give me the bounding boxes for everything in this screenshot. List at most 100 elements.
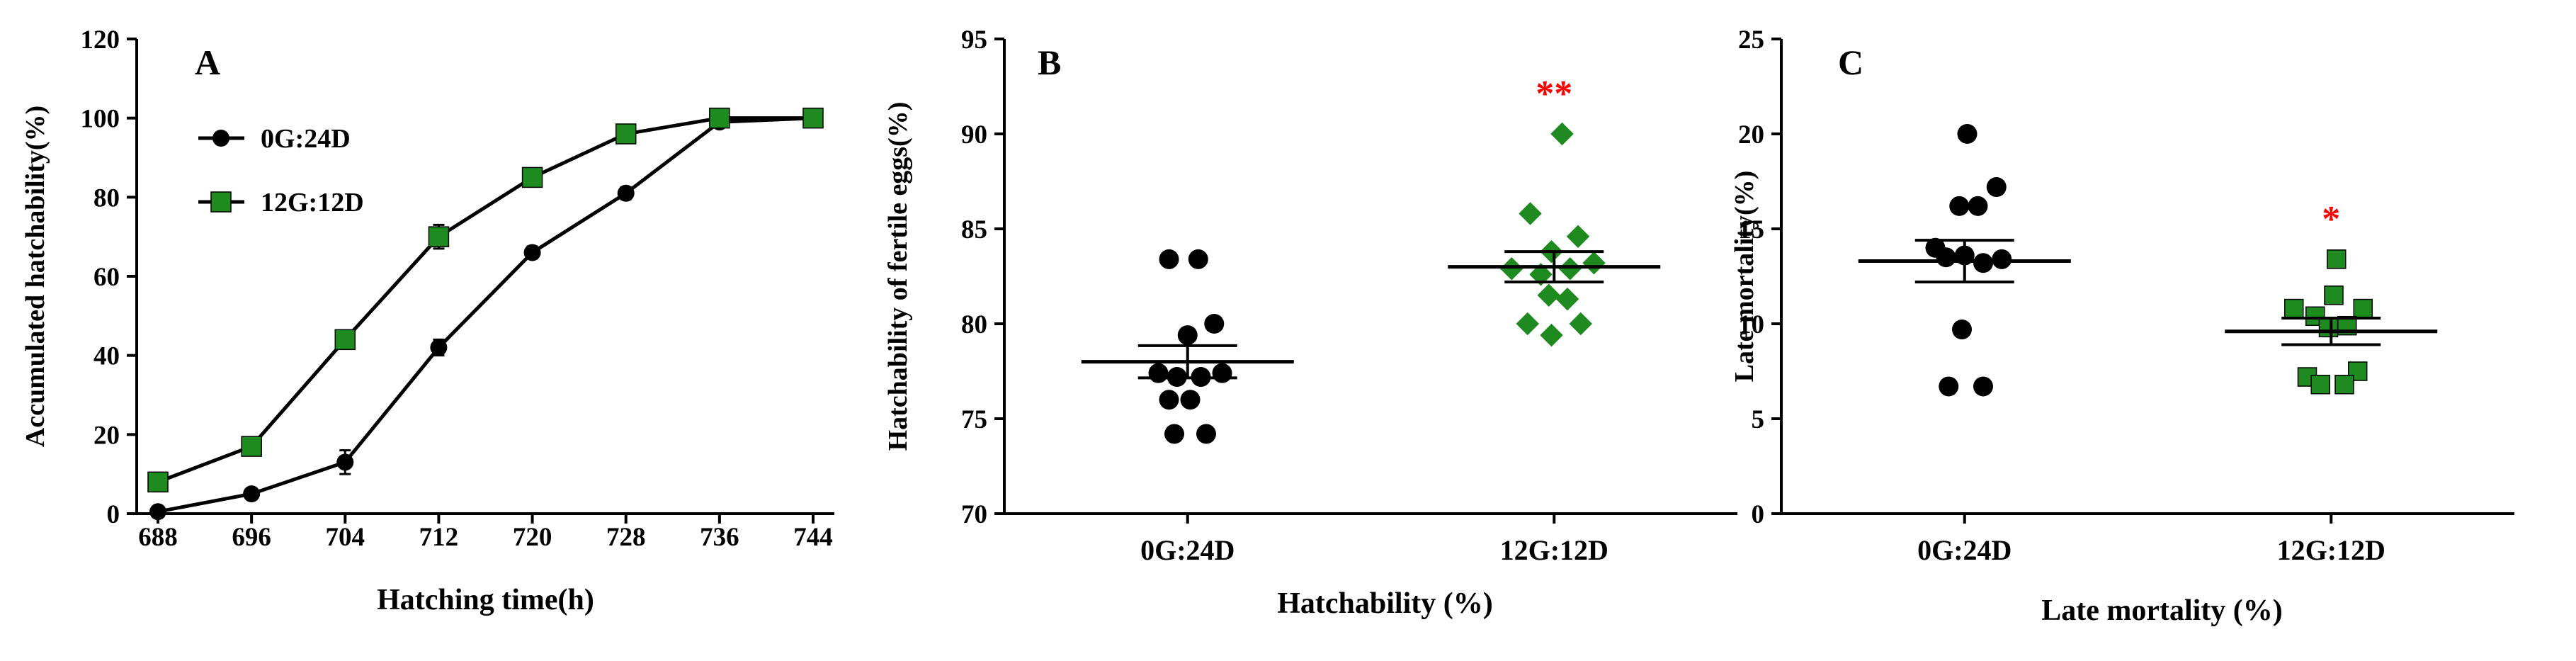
x-tick-label: 0G:24D	[1140, 534, 1235, 566]
y-axis-label: Hatchability of fertile eggs(%)	[883, 102, 913, 451]
x-axis-label: Hatchability (%)	[1277, 587, 1492, 620]
data-point	[1204, 314, 1225, 334]
data-point	[1936, 247, 1956, 268]
data-point	[1159, 390, 1179, 410]
data-point	[243, 485, 261, 503]
data-point	[1566, 225, 1590, 248]
data-point	[1180, 390, 1201, 410]
group-12g-12d	[2225, 249, 2438, 395]
panel-label: A	[195, 43, 220, 82]
data-point	[1973, 376, 1993, 397]
y-tick-label: 10	[1738, 310, 1764, 339]
data-point	[1952, 320, 1972, 340]
data-point	[2353, 298, 2373, 319]
y-tick-label: 60	[93, 263, 120, 292]
data-point	[1582, 251, 1606, 275]
x-tick-label: 736	[700, 523, 739, 552]
legend-label: 12G:12D	[261, 188, 364, 217]
panel-a: 0 20 40 60 80 100 120 A Accumulated hatchability…	[21, 26, 834, 616]
data-point	[2305, 306, 2325, 327]
y-tick-label: 75	[961, 405, 987, 434]
y-tick-label: 85	[961, 215, 987, 244]
y-tick-label: 0	[1752, 500, 1765, 529]
data-point	[149, 503, 166, 521]
data-point	[1540, 323, 1563, 347]
x-tick-label: 728	[606, 523, 646, 552]
x-tick-label: 696	[232, 523, 271, 552]
group-0g-24d	[1081, 249, 1294, 444]
data-point	[802, 107, 824, 129]
data-point	[241, 436, 262, 457]
data-point	[1569, 312, 1592, 336]
x-tick-label: 720	[513, 523, 552, 552]
data-point	[2324, 286, 2344, 305]
data-point	[1188, 249, 1208, 269]
legend-label: 0G:24D	[261, 124, 351, 154]
data-point	[2284, 298, 2304, 319]
data-point	[1558, 257, 1582, 281]
data-point	[1949, 196, 1970, 216]
data-point	[428, 226, 450, 247]
y-tick-label: 95	[961, 26, 987, 55]
legend: 0G:24D 12G:12D	[198, 124, 364, 217]
y-tick-label: 90	[961, 120, 987, 149]
data-point	[1164, 424, 1184, 444]
data-point	[336, 453, 354, 471]
series-12g-12d	[147, 107, 824, 493]
data-point	[1159, 249, 1179, 269]
significance-marker: **	[1536, 74, 1572, 114]
data-point	[334, 329, 356, 351]
y-tick-label: 15	[1738, 215, 1764, 244]
data-point	[2334, 375, 2354, 395]
x-tick-label: 688	[138, 523, 178, 552]
group-0g-24d	[1858, 124, 2071, 397]
data-point	[1986, 177, 2007, 198]
y-tick-label: 120	[81, 26, 120, 55]
panel-c: 0 5 10 15 20 25 C Late mortality(%) Late mortali…	[1730, 26, 2514, 627]
data-point	[2327, 249, 2347, 269]
data-point	[617, 184, 635, 202]
data-point	[147, 471, 169, 493]
data-point	[523, 244, 541, 261]
y-tick-label: 40	[93, 342, 120, 371]
y-tick-label: 5	[1752, 405, 1765, 434]
series-line	[157, 116, 814, 514]
data-point	[615, 123, 637, 145]
panel-label: C	[1838, 43, 1863, 82]
series-0g-24d	[149, 109, 822, 521]
data-point	[709, 107, 730, 129]
data-point	[1973, 253, 1993, 273]
data-point	[1550, 122, 1574, 146]
y-tick-label: 70	[961, 500, 987, 529]
data-point	[2310, 375, 2330, 395]
x-tick-label: 0G:24D	[1917, 534, 2012, 566]
y-tick-label: 80	[961, 310, 987, 339]
y-axis-label: Late mortality(%)	[1730, 171, 1759, 383]
panel-label: B	[1038, 43, 1061, 82]
x-tick-label: 712	[419, 523, 459, 552]
x-tick-label: 704	[326, 523, 365, 552]
data-point	[1939, 376, 1959, 397]
data-point	[430, 339, 448, 356]
y-tick-label: 20	[1738, 120, 1764, 149]
data-point	[1177, 325, 1198, 346]
legend-marker	[212, 130, 229, 147]
y-tick-label: 100	[81, 105, 120, 134]
x-tick-label: 744	[793, 523, 833, 552]
data-point	[1500, 257, 1524, 281]
data-point	[1992, 249, 2012, 269]
data-point	[521, 166, 543, 188]
data-point	[1529, 263, 1553, 286]
x-axis-label: Late mortality (%)	[2041, 594, 2283, 627]
group-12g-12d	[1448, 122, 1661, 347]
x-tick-label: 12G:12D	[2277, 534, 2385, 566]
x-tick-label: 12G:12D	[1500, 534, 1608, 566]
significance-marker: *	[2322, 199, 2340, 239]
y-tick-label: 20	[93, 421, 120, 450]
data-point	[1148, 363, 1169, 383]
series-line	[157, 116, 813, 484]
data-point	[1957, 124, 1978, 144]
y-axis-label: Accumulated hatchability(%)	[21, 106, 50, 447]
